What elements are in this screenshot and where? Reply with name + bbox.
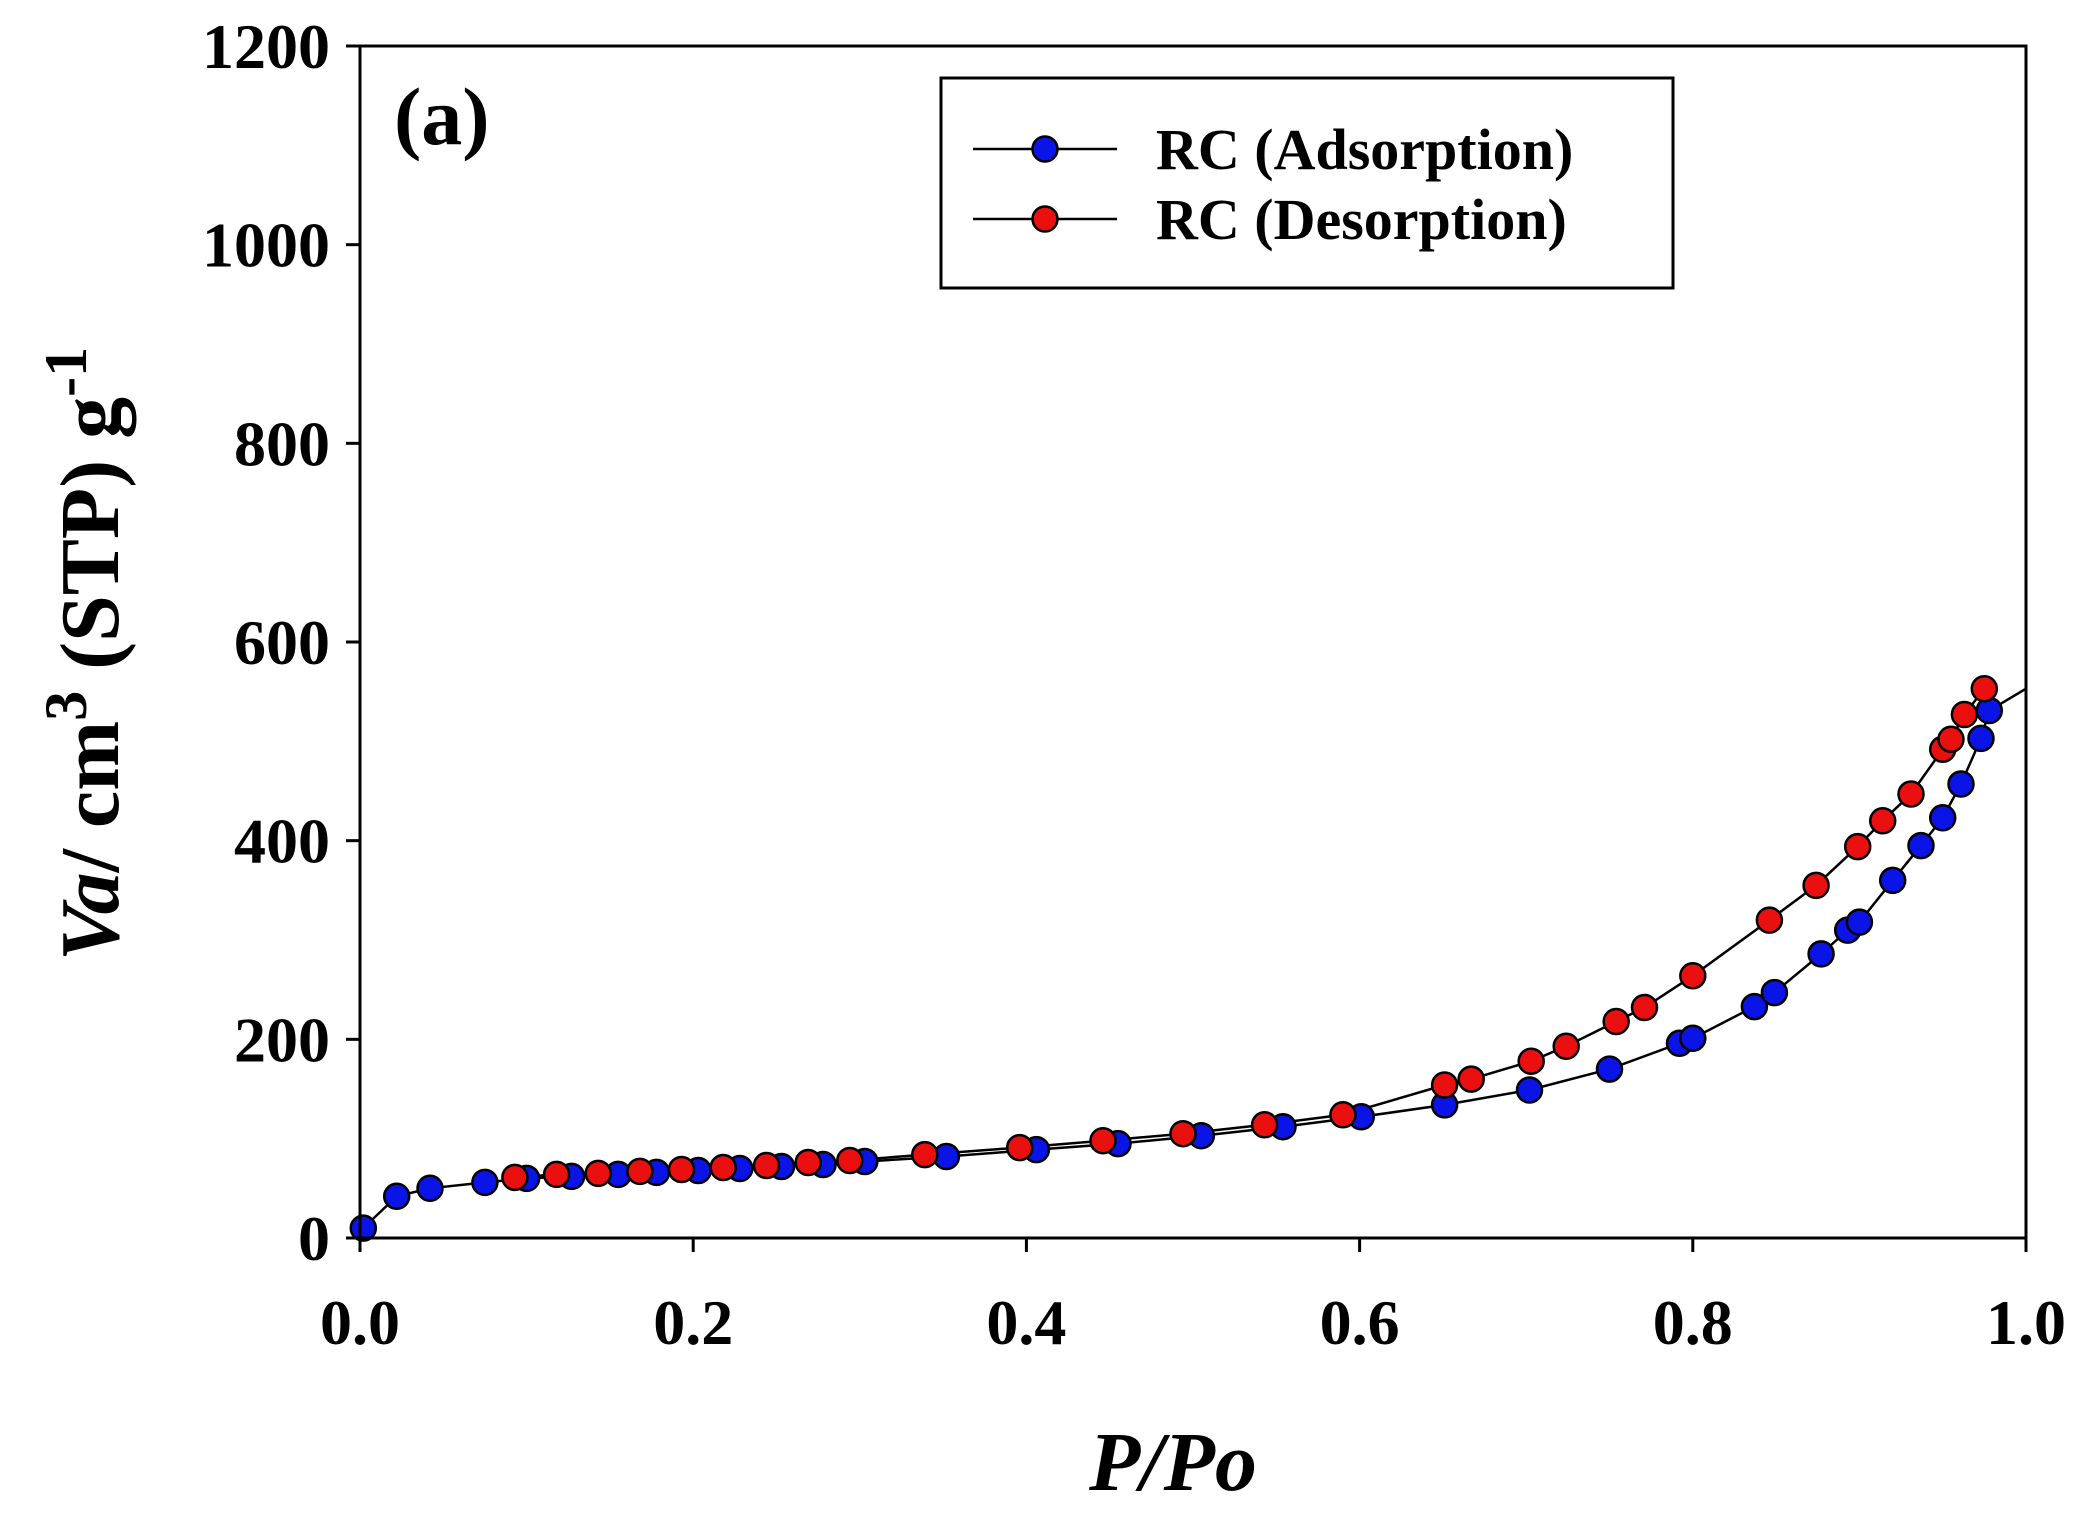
desorption-point xyxy=(1552,1032,1580,1061)
x-tick-label: 0.6 xyxy=(1320,1287,1400,1358)
desorption-point xyxy=(1169,1119,1197,1148)
axis-ticks: 0.0 0.2 0.4 0.6 0.8 1.0 0 200 400 600 800 1000 1200 xyxy=(202,11,2066,1358)
adsorption-point xyxy=(1760,978,1789,1007)
desorption-point xyxy=(501,1163,529,1192)
desorption-point xyxy=(1602,1007,1630,1036)
desorption-point xyxy=(1868,807,1897,835)
desorption-point xyxy=(1897,780,1925,808)
desorption-point xyxy=(1089,1126,1117,1155)
adsorption-point xyxy=(1967,724,1995,753)
adsorption-point xyxy=(1907,831,1935,860)
adsorption-point xyxy=(1740,992,1769,1021)
adsorption-point xyxy=(1595,1055,1624,1083)
adsorption-point xyxy=(1947,770,1975,798)
desorption-point xyxy=(794,1148,822,1177)
y-tick-label: 800 xyxy=(234,408,330,479)
adsorption-point xyxy=(1878,866,1907,895)
desorption-point xyxy=(836,1146,864,1175)
y-tick-label: 0 xyxy=(298,1203,330,1274)
y-tick-label: 200 xyxy=(234,1004,330,1075)
desorption-point xyxy=(1937,725,1965,754)
desorption-point xyxy=(1250,1111,1279,1139)
y-axis-title-stp: (STP) g xyxy=(44,397,137,691)
x-tick-label: 1.0 xyxy=(1986,1287,2066,1358)
desorption-point xyxy=(584,1159,612,1188)
adsorption-point xyxy=(1845,908,1874,936)
x-tick-label: 0.2 xyxy=(653,1287,733,1358)
x-tick-label: 0.0 xyxy=(320,1287,400,1358)
adsorption-point xyxy=(416,1174,444,1203)
adsorption-point xyxy=(382,1182,411,1211)
legend: RC (Adsorption) RC (Desorption) xyxy=(939,76,1675,290)
legend-label-desorption: RC (Desorption) xyxy=(1156,187,1567,252)
desorption-point xyxy=(911,1140,939,1169)
desorption-point xyxy=(752,1151,781,1180)
desorption-point xyxy=(542,1160,571,1189)
desorption-point xyxy=(1630,993,1659,1022)
adsorption-point xyxy=(471,1168,499,1197)
adsorption-point xyxy=(1679,1024,1707,1053)
y-tick-label: 1200 xyxy=(202,11,330,82)
desorption-point xyxy=(1970,674,1999,703)
desorption-point xyxy=(1005,1133,1034,1162)
x-tick-label: 0.8 xyxy=(1653,1287,1733,1358)
desorption-point xyxy=(1802,871,1830,900)
y-axis-title-unit: / cm xyxy=(44,721,137,874)
desorption-point xyxy=(1430,1071,1459,1099)
adsorption-point xyxy=(1807,940,1835,968)
panel-label: (a) xyxy=(394,71,490,162)
plot-markers xyxy=(349,674,2004,1242)
adsorption-point xyxy=(1515,1076,1544,1104)
desorption-point xyxy=(1329,1101,1357,1129)
y-axis-title-sup-3: 3 xyxy=(33,691,99,721)
desorption-point xyxy=(1950,700,1979,729)
desorption-point xyxy=(667,1155,696,1184)
legend-marker-desorption xyxy=(1031,205,1059,233)
desorption-point xyxy=(1457,1065,1485,1093)
y-tick-label: 400 xyxy=(234,806,330,877)
x-axis-title: P/Po xyxy=(1088,1416,1257,1509)
adsorption-point xyxy=(349,1214,378,1242)
y-tick-label: 1000 xyxy=(202,210,330,281)
desorption-point xyxy=(1843,832,1872,861)
desorption-point xyxy=(1517,1047,1545,1075)
adsorption-point xyxy=(1928,804,1957,832)
desorption-point xyxy=(1679,962,1707,990)
y-tick-label: 600 xyxy=(234,607,330,678)
desorption-point xyxy=(626,1157,654,1186)
desorption-point xyxy=(709,1153,737,1182)
legend-label-adsorption: RC (Adsorption) xyxy=(1156,117,1573,182)
x-tick-label: 0.4 xyxy=(986,1287,1066,1358)
legend-box xyxy=(939,76,1675,290)
legend-marker-adsorption xyxy=(1031,135,1059,163)
y-axis-title-symbol: Va xyxy=(44,872,137,961)
y-axis-title-sup-minus1: -1 xyxy=(33,347,99,397)
y-axis-title: Va/ cm3 (STP) g-1 xyxy=(33,347,137,961)
desorption-point xyxy=(1755,906,1784,934)
